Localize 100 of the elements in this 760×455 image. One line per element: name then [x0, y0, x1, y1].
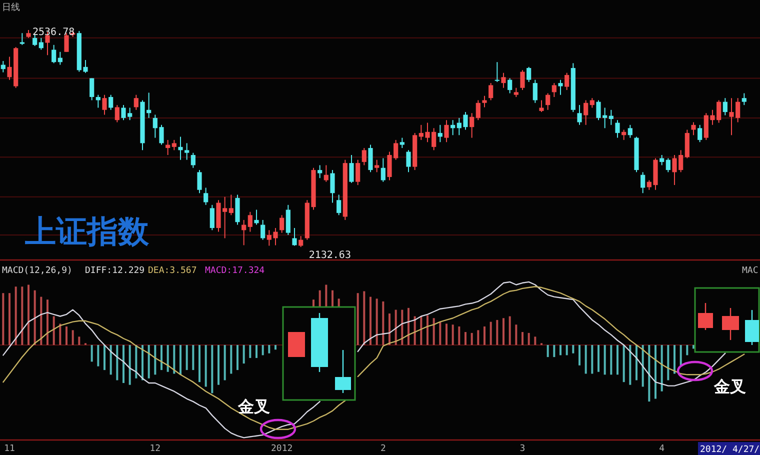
bar	[242, 345, 245, 364]
bar	[674, 345, 676, 374]
text: MACD:17.324	[205, 266, 265, 276]
bar	[394, 310, 397, 345]
candlestick	[546, 92, 550, 110]
candlestick	[608, 109, 614, 126]
x-tick-label: 11	[4, 444, 15, 454]
bar	[382, 301, 384, 345]
bar	[660, 345, 663, 392]
bar	[104, 345, 106, 370]
candlestick	[722, 98, 728, 116]
bar	[401, 310, 404, 345]
candlestick	[450, 120, 456, 136]
bar	[572, 345, 574, 354]
bar	[426, 315, 428, 345]
bar	[686, 345, 688, 356]
bar	[528, 332, 530, 345]
bar	[598, 345, 600, 372]
bar	[591, 345, 594, 374]
bar	[388, 313, 390, 345]
bar	[654, 345, 656, 399]
candlestick	[108, 94, 114, 110]
bar	[566, 345, 568, 356]
candlestick	[280, 214, 284, 234]
bar	[46, 300, 48, 345]
bar	[211, 345, 214, 394]
candlestick	[356, 159, 360, 186]
candlestick	[374, 159, 380, 173]
candlestick	[52, 44, 56, 64]
candlestick	[380, 158, 386, 182]
bar	[116, 345, 118, 380]
bar	[376, 298, 378, 345]
bar	[198, 345, 200, 382]
bar	[122, 345, 124, 384]
bar	[249, 345, 252, 358]
bar	[636, 345, 638, 380]
bar	[622, 345, 625, 382]
candlestick	[210, 204, 214, 231]
candlestick	[197, 170, 202, 194]
candlestick	[114, 104, 120, 123]
candlestick	[102, 94, 107, 116]
bar	[560, 345, 562, 356]
bar	[14, 286, 17, 345]
candlestick	[324, 164, 328, 182]
candlestick	[20, 32, 24, 46]
chart-title: MACD(12,26,9)	[2, 266, 72, 276]
candlestick	[622, 129, 626, 140]
candlestick	[558, 79, 563, 96]
bar	[128, 345, 131, 385]
bar	[604, 345, 606, 375]
bar	[59, 324, 62, 345]
bar	[648, 345, 650, 402]
candlestick	[482, 95, 487, 108]
x-tick-label: 2012	[270, 444, 293, 454]
bar	[584, 345, 587, 374]
candlestick	[444, 120, 449, 143]
candlestick	[577, 104, 582, 126]
bar	[610, 345, 612, 375]
candlestick	[330, 170, 335, 204]
bar	[515, 324, 518, 345]
bar	[642, 345, 644, 387]
bar	[90, 345, 93, 362]
x-tick-label: 3	[520, 444, 526, 454]
bar	[52, 316, 55, 345]
candlestick	[406, 150, 411, 173]
text: 2012/ 4/27/	[700, 445, 760, 455]
bar	[180, 345, 182, 375]
candlestick	[368, 144, 373, 173]
candlestick	[526, 66, 532, 82]
candlestick	[470, 112, 474, 138]
candlestick	[691, 122, 696, 136]
bar	[236, 345, 238, 370]
candlestick	[260, 219, 266, 240]
bar	[40, 296, 42, 345]
bar	[262, 345, 264, 356]
text: 2132.63	[308, 250, 351, 261]
candlestick	[628, 124, 632, 138]
bar	[496, 320, 498, 345]
candlestick	[38, 37, 44, 50]
annotation: 金叉	[713, 377, 746, 396]
candlestick	[362, 148, 366, 166]
bar	[370, 296, 372, 345]
candlestick	[508, 78, 512, 94]
text: DIFF:12.229	[85, 266, 145, 276]
annotation: 金叉	[237, 397, 270, 416]
bar	[432, 318, 435, 345]
candlestick	[520, 70, 525, 91]
bar	[452, 324, 454, 345]
bar	[458, 326, 460, 345]
bar	[97, 345, 100, 366]
x-tick-label: 2	[380, 444, 386, 454]
bar	[414, 316, 416, 345]
candlestick	[494, 62, 500, 82]
candlestick	[242, 219, 246, 246]
bar	[356, 293, 359, 345]
bar	[173, 345, 176, 374]
candlestick	[514, 87, 518, 98]
bar	[166, 345, 169, 372]
candlestick	[488, 82, 494, 101]
bar	[508, 316, 511, 345]
